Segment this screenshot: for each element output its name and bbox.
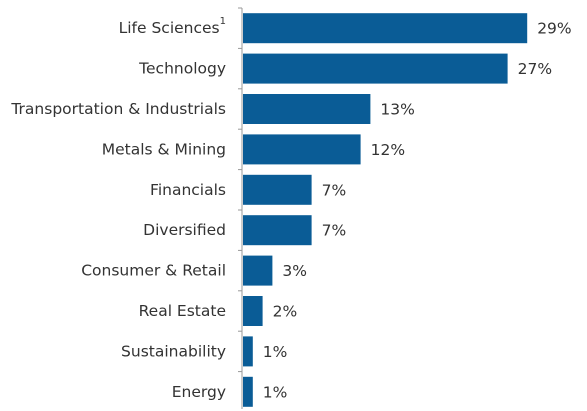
category-label: Consumer & Retail [81, 261, 226, 279]
category-label: Transportation & Industrials [10, 100, 226, 118]
category-label: Diversified [143, 221, 226, 239]
bar [243, 53, 508, 84]
value-label: 12% [371, 141, 405, 159]
bar [243, 376, 253, 407]
category-label: Real Estate [139, 302, 226, 320]
value-label: 1% [263, 343, 288, 361]
category-text: Transportation & Industrials [10, 100, 226, 118]
category-text: Diversified [143, 221, 226, 239]
bar [243, 336, 253, 367]
category-text: Sustainability [121, 342, 226, 360]
category-label: Life Sciences1 [119, 16, 226, 37]
category-text: Financials [150, 180, 226, 198]
value-label: 1% [263, 383, 288, 401]
category-label: Technology [138, 59, 226, 77]
footnote-marker: 1 [220, 16, 226, 27]
value-label: 3% [282, 262, 307, 280]
bar [243, 134, 361, 165]
value-label: 7% [322, 181, 347, 199]
value-label: 27% [518, 60, 552, 78]
value-label: 13% [380, 101, 414, 119]
bar [243, 94, 371, 124]
value-label: 29% [537, 20, 571, 38]
category-text: Real Estate [139, 302, 226, 320]
category-label: Sustainability [121, 342, 226, 360]
category-text: Technology [138, 59, 226, 77]
category-label: Metals & Mining [102, 140, 226, 158]
value-label: 7% [322, 222, 347, 240]
category-label: Energy [172, 382, 226, 400]
bar [243, 296, 263, 326]
category-text: Consumer & Retail [81, 261, 226, 279]
category-label: Financials [150, 180, 226, 198]
category-text: Life Sciences [119, 19, 220, 37]
bar [243, 215, 312, 246]
category-text: Energy [172, 382, 226, 400]
bar [243, 174, 312, 205]
category-text: Metals & Mining [102, 140, 226, 158]
bar [243, 255, 273, 286]
value-label: 2% [273, 303, 298, 321]
bar [243, 13, 528, 44]
